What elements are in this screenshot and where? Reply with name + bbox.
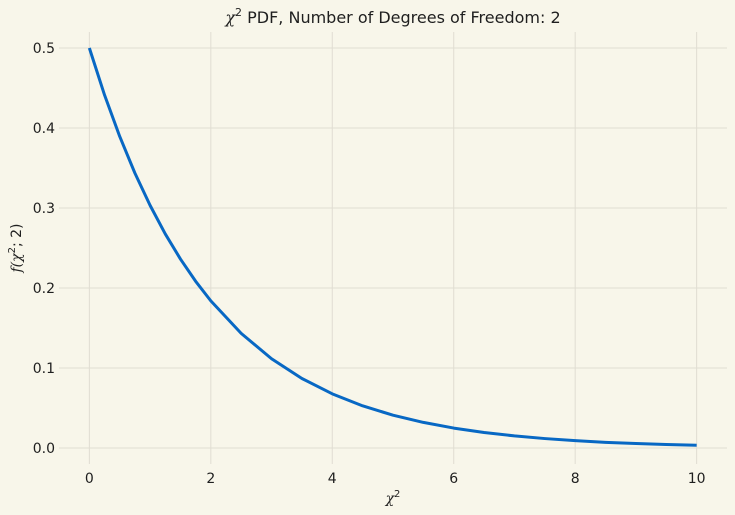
- y-axis-label-post: ; 2): [9, 223, 25, 247]
- x-tick-label: 2: [206, 471, 215, 487]
- y-tick-label: 0.3: [33, 201, 55, 217]
- x-axis-label-chi: χ: [385, 491, 396, 507]
- y-tick-label: 0.4: [33, 121, 55, 137]
- y-tick-label: 0.5: [33, 41, 55, 57]
- chart-title: χ2 PDF, Number of Degrees of Freedom: 2: [224, 6, 560, 27]
- y-axis-label-pre: f(: [9, 261, 25, 273]
- x-tick-label: 4: [328, 471, 337, 487]
- chart-title-chi: χ: [224, 8, 236, 27]
- series-layer: [87, 47, 697, 447]
- tick-layer: 0 2 4 6 8 10 0.0 0.1 0.2 0.3 0.4 0.5: [33, 41, 706, 487]
- x-axis-label: χ2: [385, 489, 401, 507]
- x-tick-label: 10: [688, 471, 706, 487]
- y-tick-label: 0.2: [33, 281, 55, 297]
- y-axis-label-chi: χ: [9, 252, 25, 263]
- chart-title-text: PDF, Number of Degrees of Freedom: 2: [242, 8, 561, 27]
- x-tick-label: 6: [449, 471, 458, 487]
- chart-title-sup: 2: [235, 6, 242, 19]
- y-axis-label-sup: 2: [7, 247, 18, 253]
- x-axis-label-sup: 2: [394, 489, 400, 500]
- pdf-series-line: [87, 47, 697, 447]
- y-axis-label: f(χ2; 2): [7, 223, 25, 273]
- grid-layer: [59, 32, 727, 464]
- y-tick-label: 0.1: [33, 361, 55, 377]
- x-tick-label: 8: [571, 471, 580, 487]
- x-tick-label: 0: [85, 471, 94, 487]
- y-tick-label: 0.0: [33, 441, 55, 457]
